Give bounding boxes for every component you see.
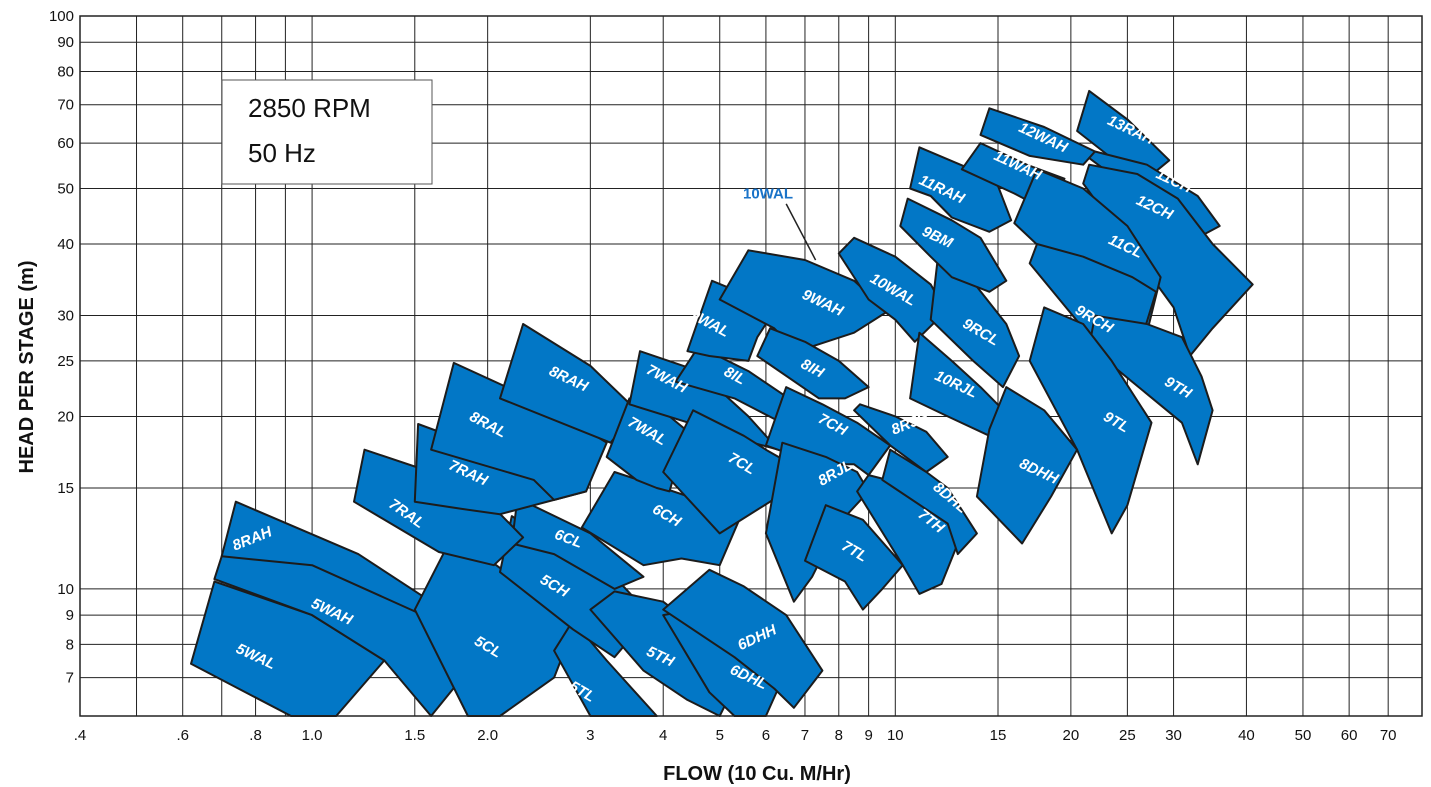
x-tick-label: 1.5 <box>404 727 425 744</box>
x-tick-label: 70 <box>1380 727 1397 744</box>
y-tick-label: 90 <box>57 34 74 51</box>
x-tick-label: 9 <box>864 727 872 744</box>
callout-pointer <box>785 203 817 261</box>
x-tick-label: 50 <box>1295 727 1312 744</box>
region-10rjl <box>909 331 1011 437</box>
x-tick-label: 2.0 <box>477 727 498 744</box>
y-tick-label: 7 <box>66 670 74 687</box>
region-8dhh <box>975 386 1079 545</box>
plot-frame <box>79 15 1423 717</box>
x-tick-label: 60 <box>1341 727 1358 744</box>
x-tick-label: 4 <box>659 727 667 744</box>
x-tick-label: 1.0 <box>302 727 323 744</box>
region-8ral <box>430 361 608 501</box>
x-tick-label: 5 <box>716 727 724 744</box>
x-tick-label: 15 <box>990 727 1007 744</box>
y-tick-label: 70 <box>57 97 74 114</box>
x-tick-label: 7 <box>801 727 809 744</box>
y-tick-label: 8 <box>66 636 74 653</box>
region-9th <box>1088 314 1214 466</box>
region-7tl <box>804 504 904 611</box>
x-tick-label: 3 <box>586 727 594 744</box>
y-tick-label: 9 <box>66 607 74 624</box>
region-12ch <box>1082 163 1254 357</box>
y-tick-label: 50 <box>57 180 74 197</box>
y-tick-label: 15 <box>57 480 74 497</box>
x-tick-label: 25 <box>1119 727 1136 744</box>
x-tick-label: .4 <box>74 727 87 744</box>
y-tick-label: 30 <box>57 308 74 325</box>
info-box: 2850 RPM 50 Hz <box>221 79 433 185</box>
y-tick-label: 100 <box>49 8 74 25</box>
y-tick-label: 20 <box>57 408 74 425</box>
x-tick-label: 8 <box>835 727 843 744</box>
info-frequency: 50 Hz <box>248 138 316 168</box>
region-8rah <box>499 323 638 444</box>
y-tick-label: 40 <box>57 236 74 253</box>
region-8rjh <box>853 403 949 473</box>
x-axis-title: FLOW (10 Cu. M/Hr) <box>663 763 851 785</box>
y-tick-labels: 7 8 9 10 15 20 25 30 40 50 60 70 80 90 100 <box>49 8 74 687</box>
x-tick-label: 40 <box>1238 727 1255 744</box>
x-tick-label: .8 <box>249 727 262 744</box>
x-tick-label: .6 <box>176 727 189 744</box>
info-rpm: 2850 RPM <box>248 93 371 123</box>
region-8dhl <box>881 448 978 556</box>
region-11rah <box>909 146 1013 233</box>
region-8ih <box>756 327 870 400</box>
x-tick-label: 6 <box>762 727 770 744</box>
region-6dhh <box>662 568 824 709</box>
x-tick-label: 20 <box>1063 727 1080 744</box>
x-tick-label: 30 <box>1165 727 1182 744</box>
performance-regions <box>190 89 1254 717</box>
callout-label: 10WAL <box>743 185 793 202</box>
region-9bm <box>899 197 1008 293</box>
y-tick-label: 60 <box>57 135 74 152</box>
y-axis-title: HEAD PER STAGE (m) <box>16 261 38 474</box>
y-tick-label: 80 <box>57 64 74 81</box>
callout-annotation: 10WAL <box>743 185 817 261</box>
x-tick-label: 10 <box>887 727 904 744</box>
x-tick-labels: .4 .6 .8 1.0 1.5 2.0 3 4 5 6 7 8 9 10 15 20 25 30 40 50 60 70 <box>74 727 1397 744</box>
info-box-frame <box>221 79 433 185</box>
y-tick-label: 25 <box>57 353 74 370</box>
y-tick-label: 10 <box>57 581 74 598</box>
region-9tl <box>1028 306 1153 535</box>
